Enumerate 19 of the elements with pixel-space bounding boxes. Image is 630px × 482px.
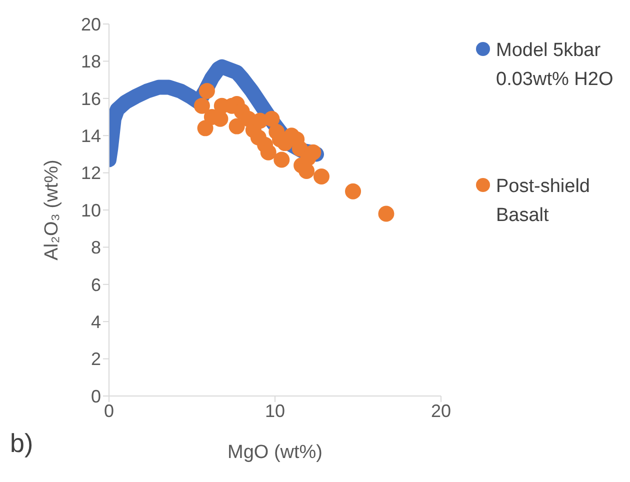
y-tick-label: 20 [80,14,101,34]
y-tick-label: 2 [90,349,101,370]
y-tick-label: 14 [80,126,101,146]
y-tick-label: 18 [80,52,101,72]
y-tick-label: 10 [80,200,101,220]
x-axis-title: MgO (wt%) [228,442,322,463]
x-tick-label: 10 [264,400,286,421]
y-tick-label: 12 [80,163,101,184]
y-tick-label: 16 [80,88,101,109]
legend-label: Post-shield Basalt [496,175,591,228]
y-axis-title: Al₂O₃ (wt%) [42,160,63,260]
text: b) [10,428,34,459]
y-tick-label: 4 [90,312,101,332]
x-tick-label: 20 [430,400,452,421]
legend-label: Model 5kbar 0.03wt% H2O [496,39,614,92]
y-tick-label: 0 [90,386,101,406]
x-tick-label: 0 [104,400,114,421]
y-tick-label: 6 [90,274,101,295]
y-tick-label: 8 [90,238,101,258]
